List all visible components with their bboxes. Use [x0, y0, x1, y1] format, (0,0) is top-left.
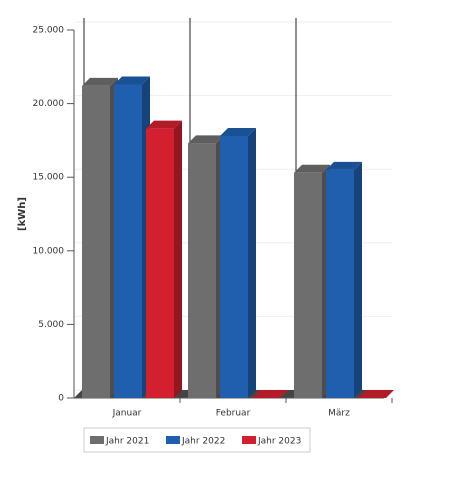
- bar-top: [358, 390, 394, 398]
- bar-top: [294, 164, 330, 173]
- bar: [114, 84, 142, 399]
- y-axis-title: [kWh]: [17, 197, 28, 231]
- legend-label: Jahr 2022: [181, 437, 225, 447]
- y-tick-label: 10.000: [33, 246, 65, 256]
- bar-top: [326, 161, 362, 170]
- legend-swatch: [166, 436, 180, 444]
- bar-top: [252, 390, 288, 398]
- bar-side: [174, 120, 182, 399]
- bar: [146, 128, 174, 398]
- y-tick-label: 20.000: [33, 99, 65, 109]
- y-tick-label: 5.000: [38, 320, 64, 330]
- bar: [188, 143, 216, 398]
- legend-label: Jahr 2023: [257, 437, 301, 447]
- x-tick-label: Januar: [112, 409, 142, 419]
- bar-top: [188, 135, 224, 144]
- bar-top: [82, 77, 118, 86]
- bar-side: [354, 161, 362, 398]
- legend: [83, 427, 311, 453]
- bar: [220, 135, 248, 398]
- bar-top: [220, 127, 256, 136]
- legend-label: Jahr 2021: [105, 437, 149, 447]
- y-tick-label: 15.000: [33, 173, 65, 183]
- bar-side: [248, 127, 256, 398]
- x-tick-label: Februar: [216, 409, 251, 419]
- x-tick-label: März: [328, 409, 350, 419]
- legend-swatch: [90, 436, 104, 444]
- y-tick-label: 0: [58, 394, 64, 404]
- bar: [294, 172, 322, 398]
- y-tick-label: 25.000: [33, 26, 65, 36]
- bar: [82, 85, 110, 398]
- bar-top: [114, 76, 150, 85]
- bar: [326, 169, 354, 398]
- bar-top: [146, 120, 182, 129]
- legend-swatch: [242, 436, 256, 444]
